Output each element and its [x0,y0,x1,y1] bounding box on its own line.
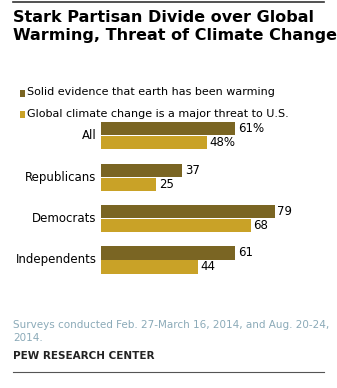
Bar [101,205,275,218]
Text: All: All [82,129,97,142]
Text: 44: 44 [201,260,215,274]
Text: Global climate change is a major threat to U.S.: Global climate change is a major threat … [27,109,289,119]
Bar [101,246,235,260]
Text: 61%: 61% [238,122,264,135]
Text: 48%: 48% [209,136,235,149]
Text: 68: 68 [253,219,268,232]
Bar [101,260,198,274]
Text: 25: 25 [159,178,174,191]
Text: Solid evidence that earth has been warming: Solid evidence that earth has been warmi… [27,87,275,97]
Bar [101,136,207,149]
Bar [101,163,182,177]
Text: Surveys conducted Feb. 27-March 16, 2014, and Aug. 20-24,
2014.: Surveys conducted Feb. 27-March 16, 2014… [13,320,330,343]
Text: Stark Partisan Divide over Global
Warming, Threat of Climate Change: Stark Partisan Divide over Global Warmin… [13,10,337,43]
Text: PEW RESEARCH CENTER: PEW RESEARCH CENTER [13,351,155,361]
Text: 37: 37 [185,164,200,177]
Text: 61: 61 [238,246,253,260]
Bar [101,122,235,135]
Bar [101,178,156,191]
Text: 79: 79 [277,205,293,218]
Bar [101,219,250,232]
Text: Independents: Independents [16,253,97,267]
Text: Republicans: Republicans [25,171,97,184]
Text: Democrats: Democrats [32,212,97,225]
